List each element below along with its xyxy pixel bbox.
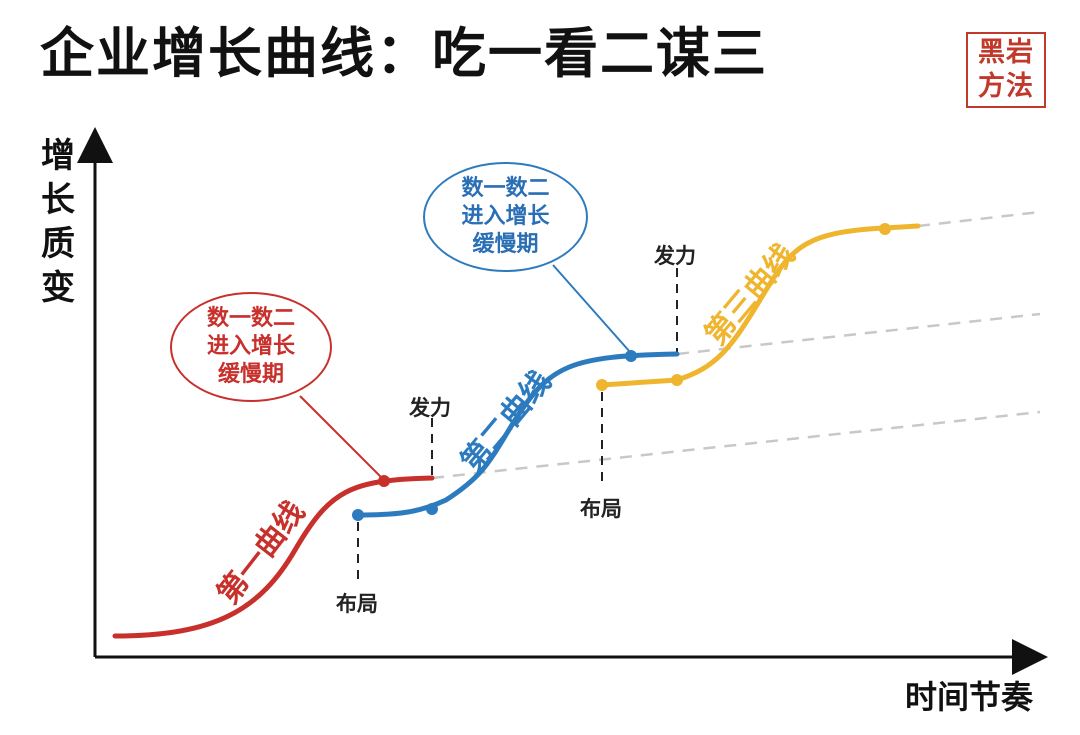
third-curve-power-dot	[671, 374, 683, 386]
layout-label-1: 布局	[336, 592, 378, 616]
brand-logo: 黑岩 方法	[966, 32, 1046, 108]
trend-line-1	[431, 410, 1041, 480]
second-curve-power-dot	[426, 503, 438, 515]
trend-line-3	[917, 210, 1041, 228]
third-curve	[599, 223, 921, 388]
y-axis-char: 质	[41, 224, 75, 264]
power-label-1: 发力	[409, 396, 451, 420]
y-axis-char: 增	[41, 136, 75, 176]
layout-label-2: 布局	[580, 497, 622, 521]
blue-callout-leader	[552, 264, 631, 353]
red-callout-line: 数一数二	[206, 306, 295, 331]
second-curve-label: 第二曲线	[454, 365, 558, 479]
red-callout-line: 进入增长	[206, 334, 295, 359]
page-title: 企业增长曲线：吃一看二谋三	[40, 22, 768, 85]
red-callout-bubble: 数一数二 进入增长 缓慢期	[170, 292, 332, 402]
y-axis-char: 变	[41, 268, 75, 308]
third-curve-start-dot	[596, 379, 608, 391]
logo-line-2: 方法	[978, 71, 1034, 102]
blue-callout-line: 数一数二	[461, 176, 550, 201]
blue-callout-line: 进入增长	[461, 204, 550, 229]
trend-line-2	[676, 312, 1041, 356]
power-label-2: 发力	[654, 244, 696, 268]
first-curve	[112, 475, 435, 639]
red-callout-leader	[299, 395, 383, 479]
y-axis-char: 长	[41, 180, 75, 220]
first-curve-peak-dot	[378, 475, 390, 487]
logo-line-1: 黑岩	[978, 37, 1034, 68]
second-curve-start-dot	[352, 509, 364, 521]
third-curve-peak-dot	[879, 223, 891, 235]
blue-callout-bubble: 数一数二 进入增长 缓慢期	[423, 162, 588, 272]
second-curve	[355, 351, 680, 518]
x-axis-label: 时间节奏	[905, 678, 1034, 716]
y-axis-label: 增 长 质 变	[38, 134, 78, 310]
blue-callout-line: 缓慢期	[472, 232, 539, 257]
third-curve-label: 第三曲线	[698, 238, 802, 352]
red-callout-line: 缓慢期	[217, 362, 284, 387]
second-curve-peak-dot	[625, 350, 637, 362]
